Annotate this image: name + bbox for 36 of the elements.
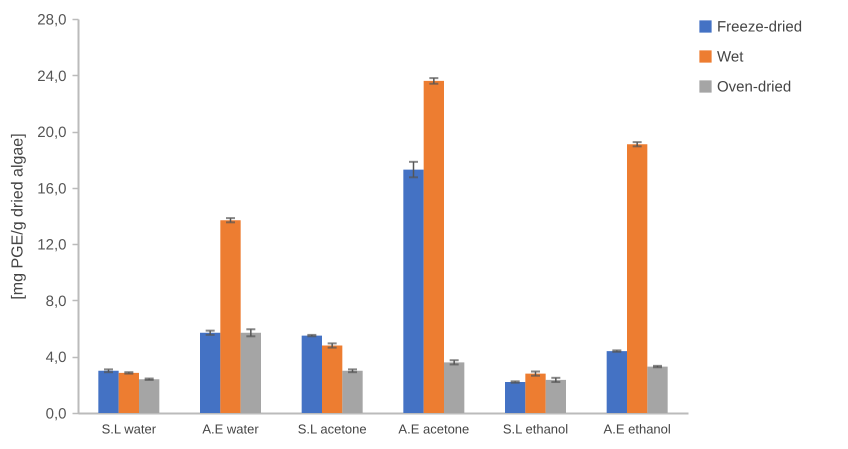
bar bbox=[546, 380, 566, 413]
y-tick-label: 8,0 bbox=[46, 292, 66, 310]
bar bbox=[647, 366, 668, 413]
bar bbox=[220, 220, 241, 413]
y-tick-label: 16,0 bbox=[37, 180, 66, 198]
y-tick-label: 12,0 bbox=[37, 236, 66, 254]
bar bbox=[98, 370, 119, 413]
bar bbox=[606, 351, 627, 413]
bar bbox=[444, 362, 464, 413]
bar bbox=[118, 372, 139, 413]
y-tick-label: 28,0 bbox=[37, 12, 66, 28]
x-tick-label: S.L acetone bbox=[298, 422, 367, 436]
y-tick-label: 24,0 bbox=[37, 68, 66, 85]
y-tick-label: 20,0 bbox=[37, 124, 66, 142]
legend-label: Freeze-dried bbox=[717, 18, 802, 36]
bar bbox=[302, 336, 322, 413]
bar bbox=[200, 332, 220, 413]
legend-label: Oven-dried bbox=[717, 78, 792, 96]
bar bbox=[505, 382, 526, 413]
bar bbox=[240, 332, 261, 413]
y-axis-title: [mg PGE/g dried algae] bbox=[9, 133, 26, 300]
bar bbox=[525, 374, 546, 413]
x-tick-label: S.L water bbox=[102, 422, 157, 436]
bar bbox=[403, 170, 424, 413]
x-tick-label: A.E ethanol bbox=[604, 422, 671, 436]
x-tick-label: A.E water bbox=[202, 422, 260, 436]
bar bbox=[342, 370, 363, 413]
bar bbox=[627, 144, 648, 413]
bar bbox=[424, 80, 444, 413]
x-tick-label: S.L ethanol bbox=[502, 422, 568, 436]
legend-label: Wet bbox=[717, 48, 744, 66]
y-tick-label: 0,0 bbox=[46, 406, 66, 422]
y-tick-label: 4,0 bbox=[46, 349, 66, 366]
bar bbox=[139, 379, 160, 413]
x-tick-label: A.E acetone bbox=[398, 422, 470, 436]
bar bbox=[322, 345, 342, 413]
